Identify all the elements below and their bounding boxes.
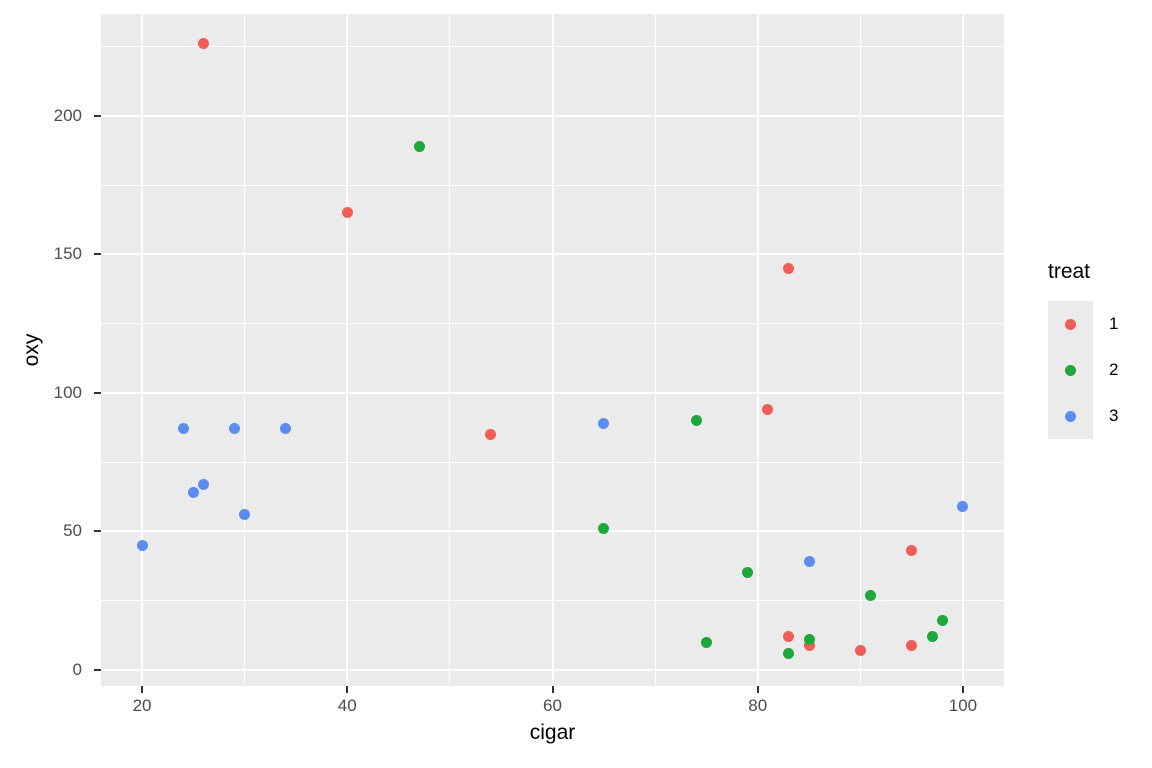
data-point-treat-1 (762, 404, 774, 416)
grid-minor-x (654, 14, 656, 686)
x-tick-mark (756, 686, 759, 693)
x-tick-label: 80 (748, 696, 768, 715)
x-tick-label: 20 (132, 696, 152, 715)
data-point-treat-2 (783, 647, 794, 659)
legend-entry-3: 3 (1048, 393, 1152, 439)
grid-major-y (101, 668, 1004, 671)
grid-minor-x (859, 14, 861, 686)
data-point-treat-2 (690, 415, 702, 427)
x-axis-title: cigar (529, 721, 576, 744)
y-tick-mark (94, 253, 101, 256)
legend-entry-label: 1 (1109, 314, 1119, 333)
data-point-treat-1 (783, 262, 794, 274)
data-point-treat-3 (198, 478, 210, 490)
plot-panel (101, 14, 1004, 686)
legend: treat 1 2 3 (1048, 258, 1152, 439)
y-tick-mark (94, 391, 101, 394)
grid-major-x (551, 14, 554, 686)
data-point-treat-3 (136, 539, 148, 551)
legend-key (1048, 301, 1093, 347)
y-tick-label: 150 (53, 244, 82, 264)
y-tick-label: 0 (72, 659, 82, 679)
grid-major-x (141, 14, 144, 686)
data-point-treat-1 (803, 639, 815, 651)
data-point-treat-1 (854, 645, 866, 657)
y-tick-mark (94, 114, 101, 117)
legend-keys: 1 2 3 (1048, 301, 1152, 439)
data-point-treat-3 (803, 556, 815, 568)
x-tick-mark (551, 686, 554, 693)
grid-minor-x (449, 14, 451, 686)
data-point-treat-1 (341, 207, 353, 219)
data-point-treat-2 (936, 614, 948, 626)
grid-major-y (101, 253, 1004, 256)
y-tick-label: 50 (63, 521, 82, 541)
grid-major-x (346, 14, 349, 686)
legend-entry-2: 2 (1048, 347, 1152, 393)
grid-major-y (101, 114, 1004, 117)
data-point-treat-1 (906, 545, 918, 557)
legend-entry-label: 2 (1109, 360, 1119, 379)
data-point-treat-3 (228, 423, 240, 435)
grid-major-y (101, 530, 1004, 533)
data-point-treat-2 (700, 636, 712, 648)
x-tick-label: 40 (337, 696, 357, 715)
data-point-treat-2 (865, 589, 877, 601)
grid-major-x (961, 14, 964, 686)
legend-entry-1: 1 (1048, 301, 1152, 347)
y-tick-label: 200 (53, 105, 82, 125)
data-point-treat-3 (280, 423, 292, 435)
y-axis-title: oxy (20, 333, 43, 367)
legend-point-icon (1065, 410, 1076, 422)
data-point-treat-2 (741, 567, 753, 579)
data-point-treat-3 (239, 509, 251, 521)
legend-point-icon (1065, 318, 1076, 330)
grid-minor-x (244, 14, 246, 686)
legend-point-icon (1065, 364, 1076, 376)
x-tick-label: 60 (543, 696, 562, 715)
x-tick-mark (961, 686, 964, 693)
data-point-treat-3 (187, 487, 199, 499)
x-tick-mark (346, 686, 349, 693)
legend-title: treat (1048, 260, 1091, 283)
data-point-treat-1 (906, 639, 918, 651)
x-tick-label: 100 (948, 696, 978, 715)
legend-entry-label: 3 (1109, 406, 1119, 425)
data-point-treat-2 (413, 140, 425, 152)
data-point-treat-2 (926, 631, 938, 643)
grid-major-x (756, 14, 759, 686)
y-tick-mark (94, 530, 101, 533)
data-point-treat-3 (957, 501, 969, 512)
legend-key (1048, 393, 1093, 439)
data-point-treat-2 (803, 633, 815, 645)
y-tick-label: 100 (53, 382, 82, 402)
x-tick-mark (141, 686, 144, 693)
legend-key (1048, 347, 1093, 393)
data-point-treat-1 (198, 38, 210, 50)
data-point-treat-2 (598, 523, 610, 535)
y-tick-mark (94, 668, 101, 671)
data-point-treat-3 (598, 417, 610, 429)
data-point-treat-3 (177, 423, 189, 435)
data-point-treat-1 (485, 428, 497, 440)
y-axis: 0 50 100 150 200 (0, 14, 101, 686)
data-point-treat-1 (783, 631, 794, 643)
grid-major-y (101, 391, 1004, 394)
